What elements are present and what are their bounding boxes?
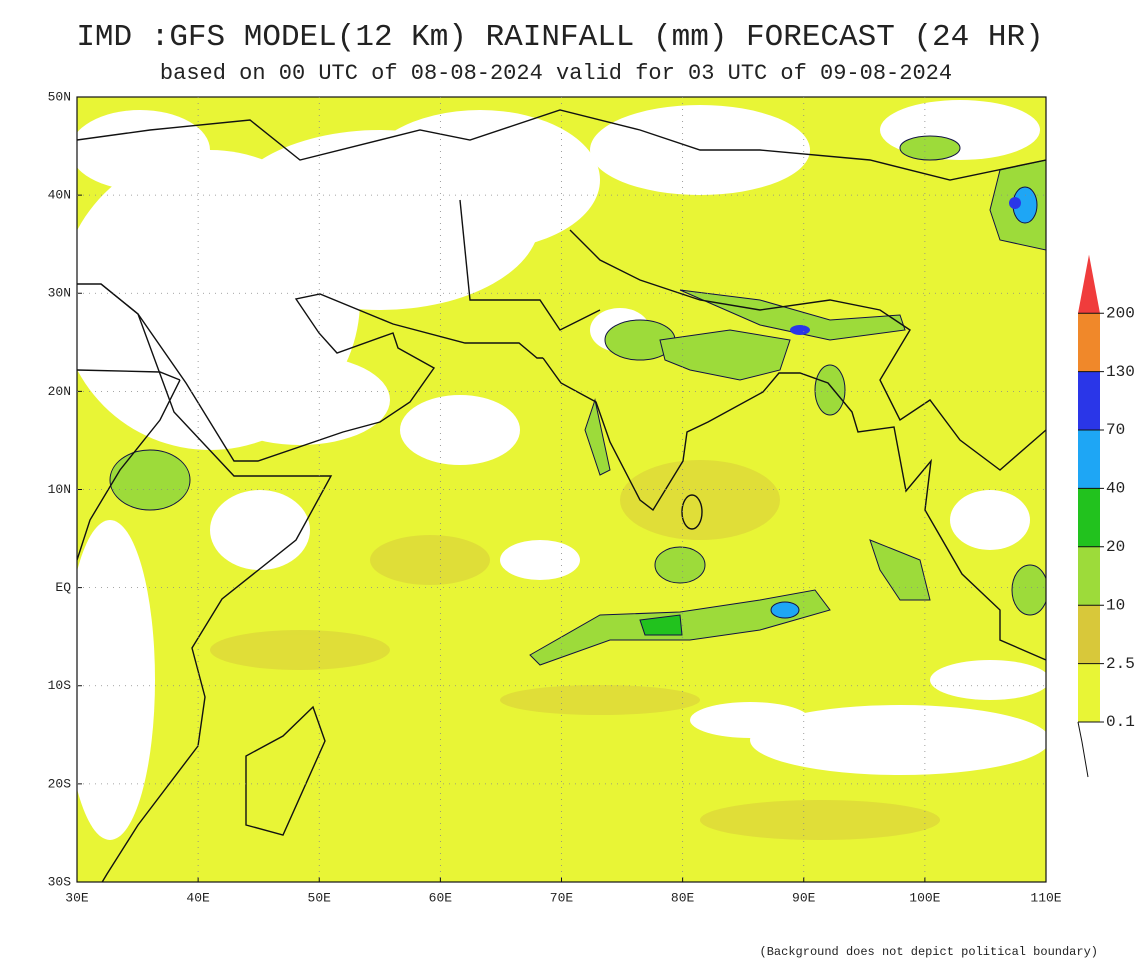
lat-label: 20S [48,776,72,791]
legend-lead [1077,721,1089,778]
wet-areas [109,135,1046,666]
lon-label: 70E [550,890,574,905]
lon-label: 100E [909,890,940,905]
dry-areas [77,100,1046,840]
legend-label: 10 [1106,596,1125,614]
title: IMD :GFS MODEL(12 Km) RAINFALL (mm) FORE… [76,20,1043,55]
lon-label: 40E [186,890,210,905]
lon-label: 90E [792,890,816,905]
tan-areas [210,460,940,840]
legend-label: 130 [1106,363,1135,381]
legend-box [1078,546,1100,606]
legend-label: 20 [1106,538,1125,556]
legend-box [1078,488,1100,547]
lat-label: 10N [48,482,71,497]
legend: 0.1 2.5 10 20 40 70 130 200 [1077,254,1135,778]
subtitle: based on 00 UTC of 08-08-2024 valid for … [160,61,952,86]
lon-label: 110E [1030,890,1061,905]
legend-box [1078,663,1100,722]
lon-label: 80E [671,890,695,905]
legend-label: 0.1 [1106,713,1135,731]
map-area [77,97,1046,882]
legend-label: 70 [1106,421,1125,439]
lat-label: 30N [48,286,71,301]
legend-box [1078,313,1100,372]
legend-arrow [1078,254,1100,314]
legend-label: 200 [1106,304,1135,322]
legend-label: 40 [1106,480,1125,498]
lat-label: 40N [48,188,71,203]
lat-label: 20N [48,384,71,399]
footnote: (Background does not depict political bo… [760,945,1098,959]
lon-label: 50E [308,890,332,905]
legend-box [1078,371,1100,430]
legend-box [1078,605,1100,664]
lon-label: 60E [429,890,453,905]
lat-label: 50N [48,89,71,104]
lat-label: 10S [48,678,72,693]
lon-label: 30E [65,890,89,905]
lat-label: EQ [55,580,71,595]
coastlines [77,109,1046,882]
legend-box [1078,430,1100,489]
legend-label: 2.5 [1106,655,1135,673]
lat-label: 30S [48,874,72,889]
